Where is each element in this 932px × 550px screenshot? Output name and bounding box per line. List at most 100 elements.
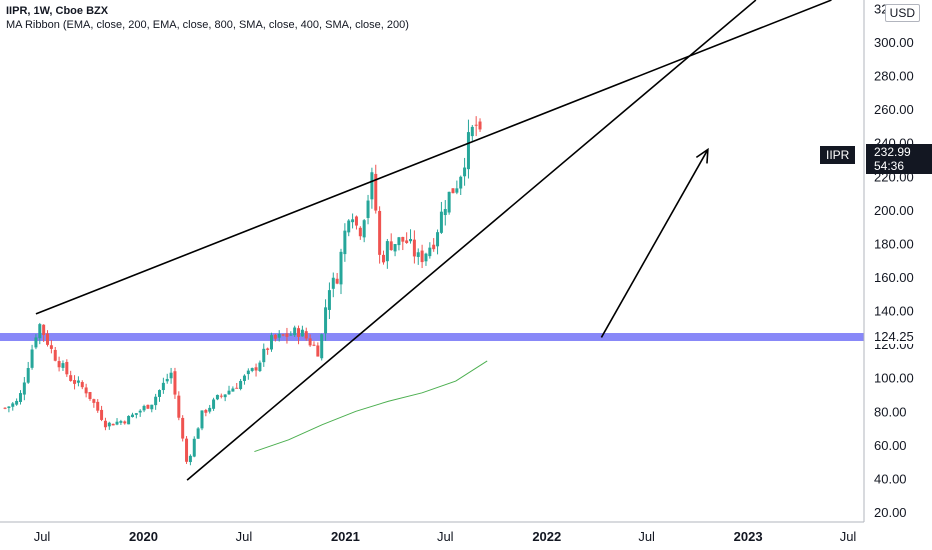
candle-body [362, 220, 366, 238]
candle-body [436, 232, 440, 247]
candle-body [119, 421, 123, 423]
candle-body [343, 230, 347, 255]
candle-body [451, 188, 455, 194]
level-band-rect [0, 333, 864, 342]
candle-body [150, 404, 154, 410]
price-tick-label: 60.00 [874, 438, 907, 453]
candle-body [96, 401, 100, 411]
candle-body [235, 387, 239, 389]
candle-body [289, 334, 293, 336]
trend-line [35, 0, 832, 315]
candle-body [7, 406, 11, 408]
candle-body [200, 410, 204, 429]
candle-body [73, 380, 77, 384]
candle-body [53, 349, 57, 361]
candle-body [351, 219, 355, 223]
candle-body [424, 253, 428, 262]
candle-body [397, 237, 401, 246]
candle-body [142, 405, 146, 411]
currency-badge[interactable]: USD [884, 4, 920, 22]
candle-body [3, 407, 7, 409]
time-tick-label: Jul [437, 529, 454, 544]
candle-body [393, 243, 397, 252]
bar-countdown: 54:36 [874, 159, 905, 173]
candle-body [385, 241, 389, 262]
symbol-title: IIPR, 1W, Cboe BZX [6, 5, 109, 17]
candle-body [297, 328, 301, 337]
last-price-value: 232.99 [874, 145, 911, 159]
candle-body [405, 240, 409, 243]
candle-body [80, 382, 84, 388]
candle-body [269, 335, 273, 350]
time-tick-label: 2023 [734, 529, 763, 544]
candle-body [354, 216, 358, 226]
candle-body [381, 254, 385, 263]
candle-body [378, 210, 382, 255]
candle-body [219, 395, 223, 397]
candle-body [196, 428, 200, 439]
candle-body [277, 333, 281, 338]
forecast-arrow-head [695, 147, 709, 164]
candle-body [254, 367, 258, 371]
candle-body [158, 390, 162, 397]
candle-body [258, 362, 262, 372]
time-tick-label: 2021 [331, 529, 360, 544]
candle-body [188, 455, 192, 463]
price-tick-label: 40.00 [874, 471, 907, 486]
candle-body [57, 361, 61, 368]
candle-body [111, 423, 115, 426]
candle-body [227, 390, 231, 395]
candle-body [69, 375, 73, 381]
price-tick-label: 200.00 [874, 203, 914, 218]
candle-body [285, 333, 289, 337]
candle-body [466, 132, 470, 170]
candle-body [463, 167, 467, 177]
candle-body [416, 252, 420, 257]
candle-body [293, 327, 297, 336]
candle-body [412, 239, 416, 257]
candle-body [49, 345, 53, 349]
candle-body [366, 200, 370, 218]
price-tick-label: 260.00 [874, 102, 914, 117]
candle-body [65, 361, 69, 375]
candlestick-series [3, 116, 482, 466]
price-tick-label: 20.00 [874, 505, 907, 520]
level-price-tag: 124.25 [866, 330, 932, 344]
ticker-tag: IIPR [820, 146, 856, 164]
trend-line [186, 0, 757, 481]
candle-body [138, 410, 142, 413]
price-axis-bg [864, 0, 932, 550]
candle-body [339, 251, 343, 285]
candle-body [312, 344, 316, 346]
time-tick-label: Jul [638, 529, 655, 544]
candle-body [134, 413, 138, 415]
candle-body [18, 393, 22, 402]
ma-line [254, 360, 488, 453]
candle-body [26, 368, 30, 383]
candle-body [92, 399, 96, 403]
candle-body [212, 399, 216, 409]
candle-body [459, 176, 463, 189]
candle-body [22, 382, 26, 395]
candle-body [335, 278, 339, 284]
candle-body [161, 382, 165, 391]
candle-body [146, 404, 150, 409]
time-tick-label: 2022 [532, 529, 561, 544]
candle-body [173, 371, 177, 395]
candle-body [215, 394, 219, 400]
candle-body [42, 324, 46, 336]
candle-body [420, 250, 424, 263]
candle-body [389, 241, 393, 251]
candle-body [409, 238, 413, 242]
candle-body [181, 417, 185, 439]
candle-body [100, 409, 104, 420]
candle-body [127, 415, 131, 425]
forecast-arrow-shaft [600, 149, 709, 338]
candle-body [432, 244, 436, 250]
candle-body [281, 334, 285, 336]
candle-body [316, 345, 320, 357]
candle-body [34, 337, 38, 348]
candle-body [115, 421, 119, 425]
